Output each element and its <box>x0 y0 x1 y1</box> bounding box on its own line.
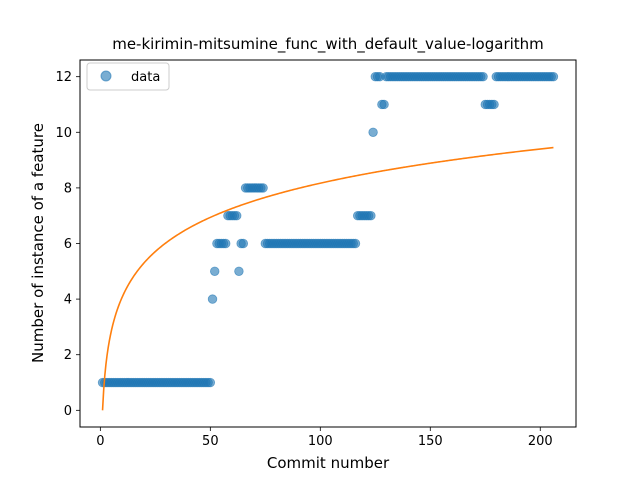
legend-box <box>86 62 170 91</box>
data-point <box>489 99 499 110</box>
data-point <box>221 238 231 249</box>
y-tick-label: 0 <box>64 404 72 419</box>
data-point <box>258 183 268 193</box>
data-point <box>350 238 361 249</box>
y-tick-label: 4 <box>64 293 72 308</box>
data-point <box>238 238 249 249</box>
legend-label-data: data <box>131 70 160 85</box>
y-tick-label: 12 <box>55 70 72 85</box>
data-point <box>234 266 244 277</box>
data-point <box>205 377 216 388</box>
data-point <box>548 71 559 82</box>
y-tick-label: 6 <box>64 237 72 252</box>
y-tick-label: 8 <box>64 181 72 196</box>
x-tick-label: 150 <box>418 434 443 449</box>
legend-marker-data <box>100 70 112 82</box>
plot-area <box>97 71 559 411</box>
x-tick-label: 100 <box>308 434 333 449</box>
y-tick-label: 10 <box>55 126 72 141</box>
y-tick-label: 2 <box>64 348 72 363</box>
data-point <box>232 210 242 221</box>
chart-title: me-kirimin-mitsumine_func_with_default_v… <box>112 35 544 54</box>
data-point <box>379 99 389 110</box>
x-axis-label: Commit number <box>267 454 390 472</box>
fit-line <box>101 146 554 411</box>
x-tick-label: 200 <box>528 434 553 449</box>
legend: data <box>86 62 170 91</box>
data-point <box>478 71 488 82</box>
data-point <box>368 127 378 137</box>
data-point <box>207 294 218 304</box>
x-axis: 0 50 100 150 200 <box>96 427 553 449</box>
y-axis-label: Number of instance of a feature <box>29 123 47 363</box>
x-tick-label: 0 <box>96 434 104 449</box>
x-tick-label: 50 <box>202 434 219 449</box>
y-axis: 0 2 4 6 8 10 12 <box>55 70 80 419</box>
data-point <box>366 210 376 221</box>
data-point <box>210 266 220 277</box>
